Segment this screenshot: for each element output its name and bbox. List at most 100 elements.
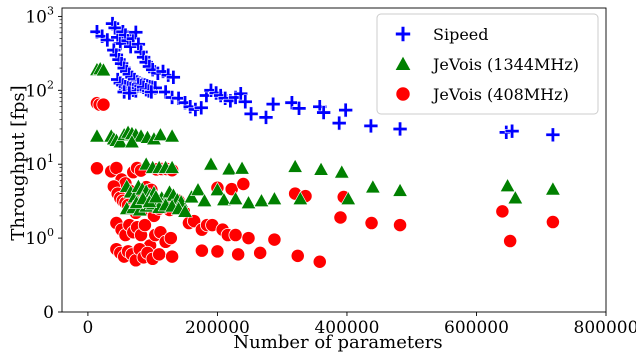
sipeed-point [217, 90, 233, 106]
jevois-408-point [228, 227, 243, 243]
jevois-408-point [495, 204, 510, 219]
y-tick-label: 0 [43, 303, 54, 323]
y-axis-title: Throughput [fps] [8, 85, 29, 240]
jevois-408-point [364, 215, 379, 231]
jevois-408-point [253, 245, 268, 260]
sipeed-point [171, 90, 186, 106]
sipeed-point [237, 94, 253, 110]
sipeed-point [291, 101, 307, 116]
jevois-1344-point [152, 126, 169, 141]
sipeed-point [331, 115, 347, 131]
sipeed-point [338, 102, 353, 118]
jevois-1344-point [148, 189, 164, 204]
legend-entry: JeVois (408MHz) [395, 85, 569, 104]
sipeed-point [144, 84, 159, 100]
x-tick-label: 400000 [314, 318, 379, 338]
jevois-408-point [137, 218, 152, 233]
jevois-408-point [312, 254, 327, 269]
sipeed-point [363, 118, 379, 134]
jevois-408-point [194, 243, 209, 258]
sipeed-point [160, 67, 176, 83]
sipeed-point [392, 121, 408, 137]
jevois-1344-point [177, 203, 193, 218]
legend-marker [395, 26, 411, 42]
sipeed-point [258, 110, 274, 125]
sipeed-point [504, 123, 520, 139]
y-tick-label: 102 [25, 78, 54, 101]
jevois-408-point [241, 231, 256, 246]
legend-label: JeVois (1344MHz) [431, 55, 579, 74]
x-tick-label: 600000 [444, 318, 509, 338]
data-points [89, 16, 561, 269]
jevois-408-point [236, 176, 251, 192]
jevois-1344-point [340, 190, 357, 206]
jevois-1344-point [124, 133, 140, 149]
jevois-1344-point [190, 181, 206, 197]
sipeed-point [203, 83, 219, 98]
jevois-1344-point [253, 192, 270, 207]
jevois-1344-point [364, 179, 381, 194]
jevois-408-point [545, 214, 560, 230]
jevois-408-point [109, 160, 124, 175]
jevois-1344-point [292, 190, 309, 206]
legend: Sipeed JeVois (1344MHz) JeVois (408MHz) [376, 13, 599, 115]
sipeed-point [265, 96, 281, 112]
jevois-408-point [96, 97, 111, 112]
jevois-408-point [210, 244, 225, 259]
jevois-1344-point [507, 189, 524, 205]
sipeed-point [208, 85, 224, 101]
x-tick-label: 0 [82, 318, 93, 338]
jevois-1344-point [95, 62, 112, 77]
plot-frame [61, 7, 607, 313]
jevois-1344-point [499, 177, 516, 192]
jevois-1344-point [209, 181, 226, 197]
legend-entry: Sipeed [395, 25, 489, 44]
x-tick-label: 200000 [185, 318, 250, 338]
jevois-408-point [290, 248, 305, 263]
sipeed-point [243, 106, 259, 122]
jevois-408-point [267, 232, 282, 247]
sipeed-point [228, 90, 243, 105]
legend-marker [395, 86, 411, 102]
x-tick-label: 800000 [574, 318, 636, 338]
legend-marker [394, 55, 412, 71]
jevois-1344-point [183, 189, 200, 204]
jevois-408-point [333, 210, 348, 225]
jevois-408-point [503, 234, 518, 249]
legend-label: Sipeed [433, 25, 489, 44]
sipeed-point [166, 70, 181, 85]
jevois-1344-point [545, 181, 561, 196]
jevois-1344-point [313, 161, 329, 176]
sipeed-point [213, 88, 228, 103]
jevois-1344-point [333, 164, 350, 179]
sipeed-point [177, 95, 193, 110]
jevois-1344-point [221, 161, 237, 176]
jevois-1344-point [164, 159, 180, 174]
sipeed-point [545, 127, 561, 143]
jevois-1344-point [227, 190, 244, 206]
sipeed-point [145, 62, 160, 78]
legend-label: JeVois (408MHz) [431, 85, 569, 104]
jevois-408-point [393, 218, 408, 233]
sipeed-point [316, 105, 331, 120]
sipeed-point [155, 64, 171, 79]
y-tick-label: 100 [25, 226, 54, 249]
jevois-1344-point [234, 160, 250, 175]
sipeed-point [199, 88, 214, 103]
legend-box [376, 13, 599, 115]
jevois-1344-point [196, 192, 213, 207]
jevois-1344-point [392, 182, 408, 197]
jevois-1344-point [240, 194, 257, 210]
jevois-1344-point [287, 158, 304, 173]
sipeed-point [122, 85, 137, 101]
y-tick-label: 101 [25, 152, 54, 175]
x-axis-title: Number of parameters [233, 332, 442, 353]
jevois-1344-point [216, 191, 232, 206]
axes: 0 200000 400000 600000 800000 0 100 101 102 103 [25, 4, 636, 338]
sipeed-point [193, 100, 209, 116]
jevois-1344-point [266, 190, 283, 206]
sipeed-point [89, 24, 105, 40]
legend-entry: JeVois (1344MHz) [394, 55, 579, 74]
sipeed-point [100, 32, 115, 48]
